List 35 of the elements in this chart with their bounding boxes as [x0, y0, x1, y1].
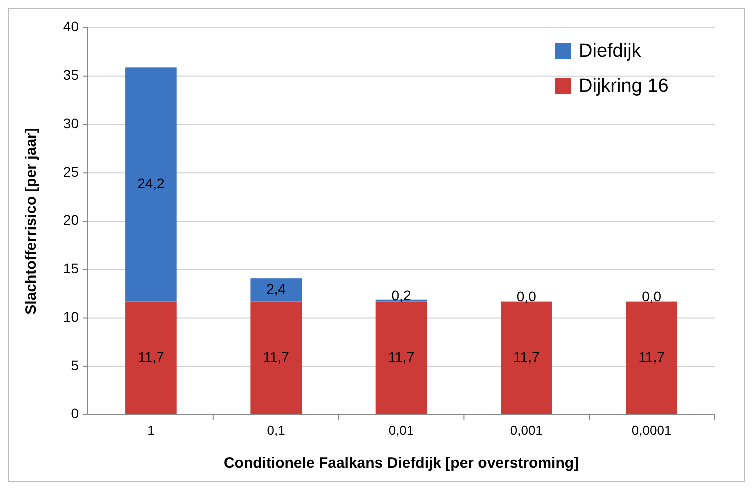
bar [250, 278, 302, 302]
data-label: 11,7 [138, 349, 165, 366]
data-label: 11,7 [388, 349, 415, 366]
bar [250, 302, 302, 415]
data-label: 11,7 [638, 349, 666, 366]
bar [500, 302, 552, 415]
y-tick-label: 10 [63, 308, 80, 325]
data-label: 0,0 [516, 288, 537, 305]
bar [126, 302, 177, 415]
y-tick-label: 25 [63, 164, 80, 180]
x-tick-label: 0,1 [267, 423, 286, 438]
data-label: 2,4 [266, 280, 286, 297]
x-tick-label: 0,0001 [632, 423, 672, 438]
y-tick-label: 30 [63, 115, 80, 132]
bar [376, 302, 428, 415]
x-tick-label: 1 [148, 423, 155, 438]
x-tick-label: 0,001 [510, 423, 543, 438]
data-label: 11,7 [514, 349, 540, 366]
x-axis-title: Conditionele Faalkans Diefdijk [per overstroming] [224, 455, 580, 472]
legend-label: Diefdijk [579, 41, 642, 62]
y-tick-label: 0 [71, 406, 80, 422]
y-tick-label: 35 [63, 67, 80, 84]
y-tick-label: 20 [63, 212, 80, 228]
data-label: 24,2 [138, 175, 166, 192]
x-tick-label: 0,01 [388, 423, 414, 438]
y-tick-label: 5 [71, 357, 80, 374]
bar [626, 302, 678, 415]
y-tick-label: 40 [63, 18, 80, 35]
y-tick-label: 15 [63, 260, 80, 277]
legend-label: Dijkring 16 [579, 76, 669, 98]
bar [126, 68, 177, 302]
y-axis-title: Slachtofferrisico [per jaar] [23, 128, 40, 315]
data-label: 0,0 [642, 288, 662, 305]
data-label: 11,7 [263, 349, 290, 366]
data-label: 0,2 [392, 288, 412, 304]
